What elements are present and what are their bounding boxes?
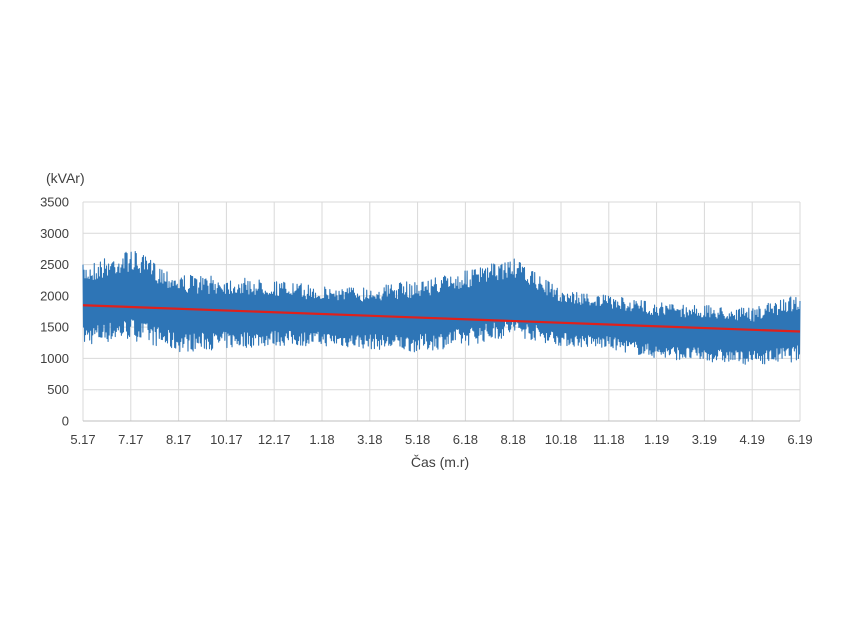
y-tick-label: 1000 xyxy=(40,351,69,366)
x-tick-label: 1.19 xyxy=(644,432,669,447)
x-tick-label: 11.18 xyxy=(593,432,625,447)
x-tick-label: 6.18 xyxy=(453,432,478,447)
series-line xyxy=(82,250,801,365)
y-tick-label: 0 xyxy=(62,414,69,429)
y-tick-label: 500 xyxy=(47,382,69,397)
x-tick-label: 5.17 xyxy=(70,432,95,447)
x-tick-label: 7.17 xyxy=(118,432,143,447)
x-tick-label: 1.18 xyxy=(309,432,334,447)
x-tick-label: 12.17 xyxy=(258,432,291,447)
x-tick-label: 10.17 xyxy=(210,432,243,447)
x-axis-label: Čas (m.r) xyxy=(411,454,469,470)
y-tick-label: 2000 xyxy=(40,288,69,303)
x-tick-label: 10.18 xyxy=(545,432,578,447)
x-tick-label: 8.17 xyxy=(166,432,191,447)
y-axis-label: (kVAr) xyxy=(46,170,85,186)
y-tick-label: 3000 xyxy=(40,226,69,241)
plot-area xyxy=(82,250,801,365)
x-tick-label: 4.19 xyxy=(740,432,765,447)
x-tick-label: 8.18 xyxy=(501,432,526,447)
x-tick-label: 6.19 xyxy=(787,432,812,447)
x-tick-label: 5.18 xyxy=(405,432,430,447)
y-tick-label: 1500 xyxy=(40,320,69,335)
y-axis-tick-labels: 0 500 1000 1500 2000 2500 3000 3500 xyxy=(40,195,69,429)
x-tick-label: 3.18 xyxy=(357,432,382,447)
x-axis-tick-labels: 5.17 7.17 8.17 10.17 12.17 1.18 3.18 5.18 6.18 8.… xyxy=(70,432,812,447)
y-tick-label: 3500 xyxy=(40,195,69,210)
trend-line xyxy=(82,304,801,333)
x-tick-label: 3.19 xyxy=(692,432,717,447)
y-tick-label: 2500 xyxy=(40,257,69,272)
